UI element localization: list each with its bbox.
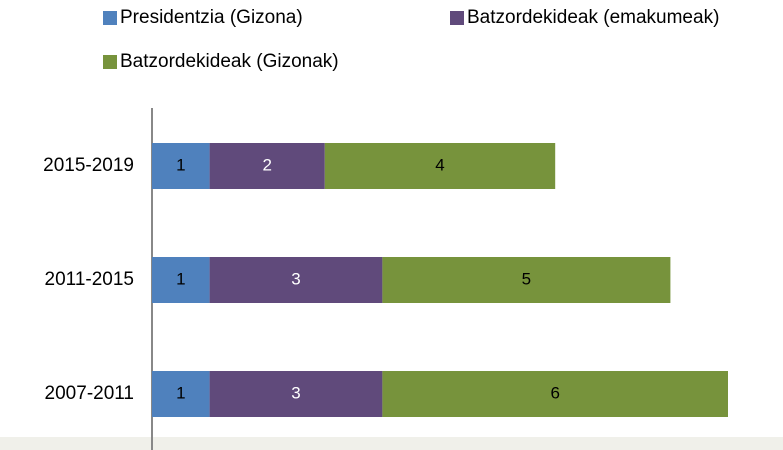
- bottom-band: [0, 437, 783, 450]
- value-label: 3: [291, 383, 300, 402]
- bar-segment: [382, 257, 671, 303]
- bar-segment: [152, 257, 210, 303]
- value-label: 3: [291, 269, 300, 288]
- legend-swatch: [103, 11, 117, 25]
- bar-segment: [152, 371, 210, 417]
- legend-label: Presidentzia (Gizona): [120, 7, 303, 28]
- legend-label: Batzordekideak (Gizonak): [120, 51, 339, 72]
- value-label: 4: [435, 155, 444, 174]
- bar-segment: [209, 257, 383, 303]
- bar-segment: [209, 371, 383, 417]
- category-label: 2011-2015: [45, 269, 134, 290]
- value-label: 2: [262, 155, 271, 174]
- value-label: 1: [176, 269, 185, 288]
- legend-label: Batzordekideak (emakumeak): [467, 7, 719, 28]
- value-label: 1: [176, 155, 185, 174]
- bar-segment: [209, 143, 325, 189]
- bar-segment: [382, 371, 728, 417]
- value-label: 6: [550, 383, 559, 402]
- bar-segment: [152, 143, 210, 189]
- legend-swatch: [450, 11, 464, 25]
- category-label: 2007-2011: [45, 383, 134, 404]
- value-label: 5: [522, 269, 531, 288]
- value-label: 1: [176, 383, 185, 402]
- category-label: 2015-2019: [43, 155, 134, 176]
- legend-swatch: [103, 55, 117, 69]
- bar-segment: [324, 143, 556, 189]
